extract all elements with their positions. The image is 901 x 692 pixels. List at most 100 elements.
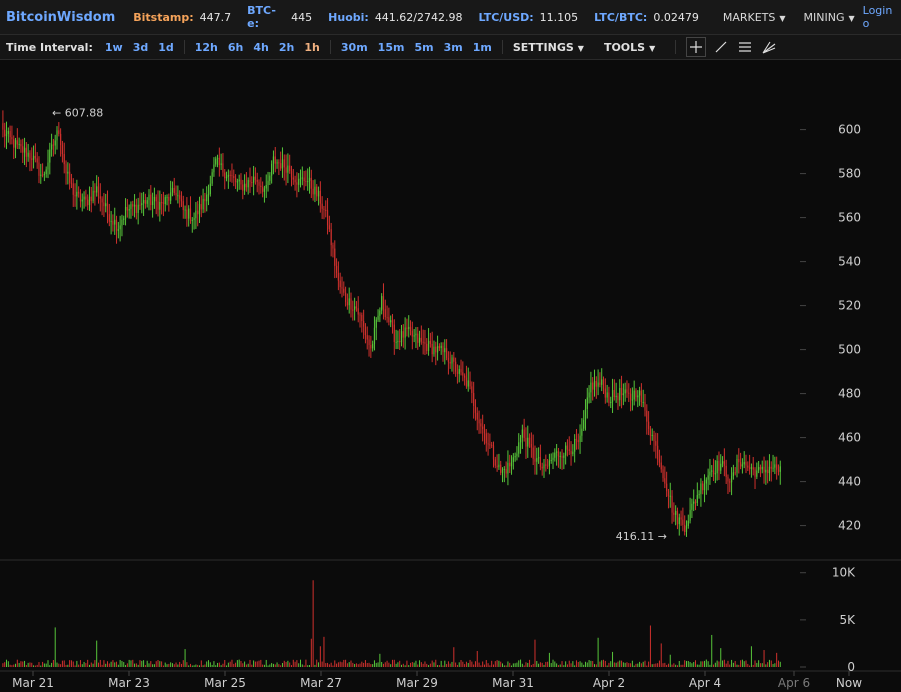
login-link[interactable]: Login o <box>862 4 893 30</box>
candle-body <box>108 214 110 222</box>
mining-menu[interactable]: MINING ▼ <box>804 11 855 24</box>
candle-body <box>124 206 127 219</box>
chart-toolbar: Time Interval: 1w 3d 1d 12h 6h 4h 2h 1h … <box>0 35 901 60</box>
candle-body <box>346 302 348 306</box>
candle-body <box>599 382 601 385</box>
candle-body <box>307 181 309 183</box>
caret-down-icon: ▼ <box>779 13 786 23</box>
candle-body <box>489 444 491 446</box>
price-tick-label: 500 <box>838 343 861 357</box>
candle-body <box>34 155 36 159</box>
interval-3d[interactable]: 3d <box>132 40 149 54</box>
candle-body <box>676 510 679 525</box>
candle-body <box>236 181 238 183</box>
candle-body <box>480 423 482 427</box>
candle-body <box>707 475 709 480</box>
candle-body <box>301 177 303 179</box>
candle-body <box>525 437 527 447</box>
interval-4h[interactable]: 4h <box>253 40 269 54</box>
ticker-btce[interactable]: BTC-e: 445 <box>247 4 312 30</box>
candle-body <box>207 194 210 196</box>
interval-30m[interactable]: 30m <box>340 40 368 54</box>
candle-body <box>170 192 172 201</box>
candle-body <box>76 191 78 197</box>
candle-body <box>180 198 183 202</box>
candle-body <box>227 174 229 177</box>
interval-2h[interactable]: 2h <box>278 40 295 54</box>
candle-body <box>96 186 98 193</box>
brand-logo[interactable]: BitcoinWisdom <box>6 9 116 25</box>
interval-1h[interactable]: 1h <box>304 40 320 54</box>
time-tick-label: Mar 29 <box>396 676 438 690</box>
price-tick-label: 440 <box>838 475 861 489</box>
line-tool-icon[interactable] <box>712 38 730 56</box>
candle-body <box>337 273 339 281</box>
fan-tool-icon[interactable] <box>760 38 778 56</box>
interval-3m[interactable]: 3m <box>443 40 463 54</box>
candle-body <box>287 165 289 173</box>
interval-6h[interactable]: 6h <box>227 40 244 54</box>
ticker-ltc-btc[interactable]: LTC/BTC: 0.02479 <box>594 11 699 24</box>
candle-body <box>263 188 266 192</box>
candle-body <box>774 464 776 468</box>
time-tick-label: Mar 27 <box>300 676 342 690</box>
candle-body <box>424 342 426 344</box>
candle-body <box>703 483 706 491</box>
tools-menu[interactable]: TOOLS ▼ <box>604 41 655 54</box>
candle-body <box>628 392 630 394</box>
candle-body <box>449 361 451 364</box>
candle-body <box>447 357 450 362</box>
candle-body <box>433 346 435 355</box>
horizontal-lines-icon[interactable] <box>736 38 754 56</box>
tools-label: TOOLS <box>603 40 646 54</box>
crosshair-icon[interactable] <box>686 37 707 57</box>
candle-body <box>399 340 401 343</box>
divider <box>183 40 185 54</box>
candle-body <box>290 171 293 178</box>
candle-body <box>56 130 58 141</box>
candle-body <box>617 395 619 401</box>
interval-1d[interactable]: 1d <box>158 40 174 54</box>
candle-body <box>667 491 670 497</box>
candle-body <box>139 204 141 206</box>
candle-body <box>519 437 522 443</box>
candle-body <box>260 185 262 187</box>
volume-bars <box>2 580 781 667</box>
candle-body <box>548 460 551 466</box>
settings-menu[interactable]: SETTINGS ▼ <box>513 41 584 54</box>
candle-body <box>756 470 758 477</box>
candle-body <box>776 464 778 470</box>
candle-body <box>487 443 489 445</box>
candle-body <box>38 162 40 176</box>
ticker-ltc-usd[interactable]: LTC/USD: 11.105 <box>479 11 579 24</box>
price-tick-label: 600 <box>838 123 861 137</box>
interval-15m[interactable]: 15m <box>377 40 405 54</box>
price-tick-label: 560 <box>838 211 861 225</box>
candle-body <box>25 147 27 157</box>
candle-body <box>530 443 532 448</box>
candle-body <box>563 455 565 458</box>
candle-body <box>696 495 698 503</box>
ticker-label: LTC/USD: <box>478 10 534 24</box>
candle-body <box>2 123 4 130</box>
candle-body <box>547 465 549 467</box>
markets-menu[interactable]: MARKETS ▼ <box>723 11 786 24</box>
interval-1m[interactable]: 1m <box>472 40 492 54</box>
time-tick-label: Mar 21 <box>12 676 54 690</box>
interval-1w[interactable]: 1w <box>104 40 123 54</box>
ticker-bitstamp[interactable]: Bitstamp: 447.7 <box>133 11 231 24</box>
price-chart[interactable]: 420 440 460 480 500 520 540 560 580 600 10K 5K 0 Ma… <box>0 60 901 692</box>
interval-5m[interactable]: 5m <box>414 40 434 54</box>
interval-12h[interactable]: 12h <box>194 40 218 54</box>
ticker-huobi[interactable]: Huobi: 441.62/2742.98 <box>328 11 462 24</box>
candle-body <box>649 428 652 436</box>
candle-body <box>16 140 18 145</box>
candle-body <box>455 361 457 372</box>
candle-body <box>501 469 504 473</box>
candle-body <box>195 210 197 219</box>
candle-body <box>173 187 175 193</box>
candle-body <box>393 324 395 343</box>
candle-body <box>92 190 94 201</box>
candle-body <box>379 310 381 316</box>
time-tick-label: Now <box>836 676 862 690</box>
